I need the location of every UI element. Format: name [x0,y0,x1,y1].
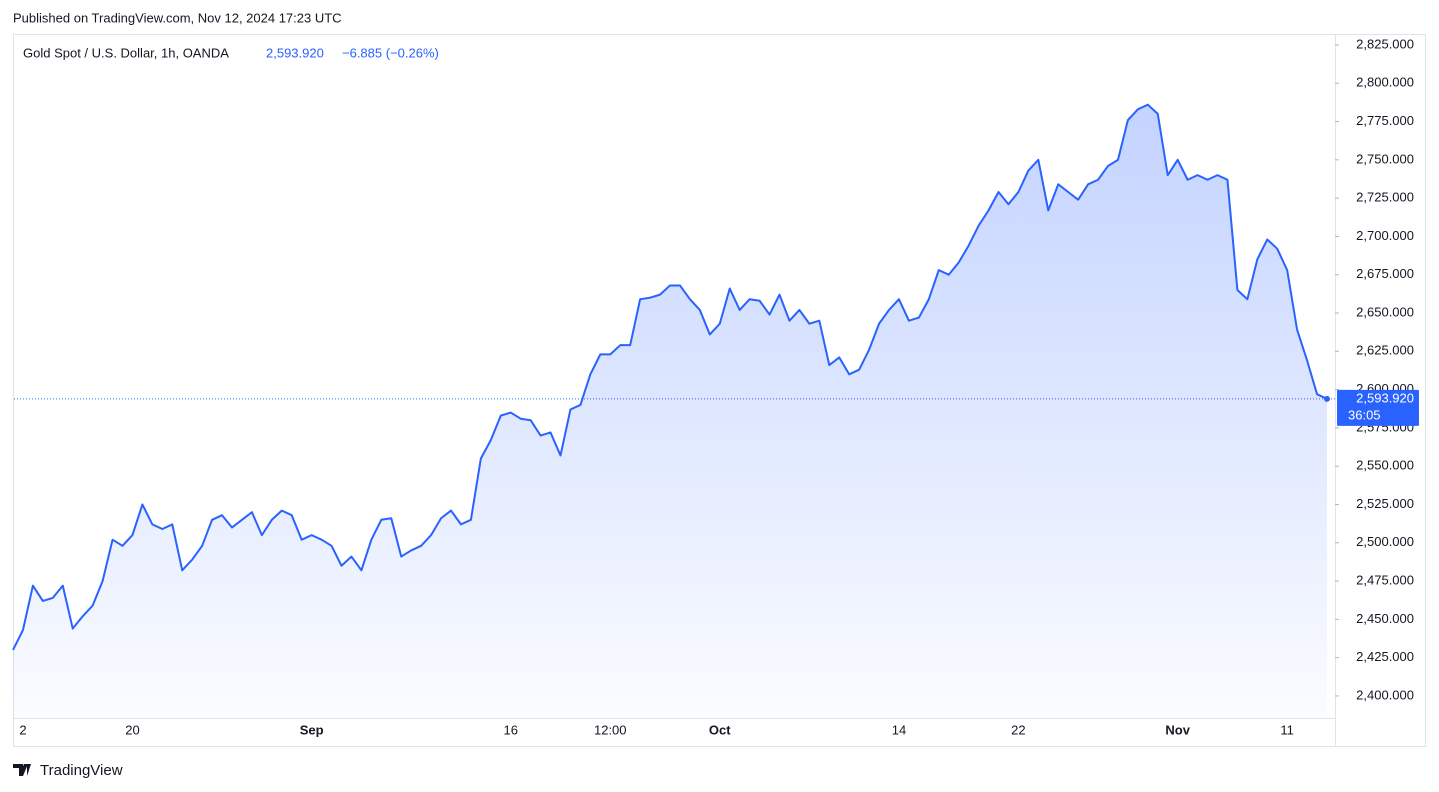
y-tick-label: 2,525.000 [1356,496,1414,511]
y-tick-label: 2,550.000 [1356,458,1414,473]
published-note: Published on TradingView.com, Nov 12, 20… [13,10,342,25]
y-tick-label: 2,425.000 [1356,649,1414,664]
x-tick-label: Oct [709,722,731,737]
last-price-header: 2,593.920 [266,45,324,60]
chart-title: Gold Spot / U.S. Dollar, 1h, OANDA [23,45,229,60]
last-point [1324,395,1330,402]
y-tick-label: 2,750.000 [1356,151,1414,166]
chart-frame [13,34,1426,747]
brand: TradingView [13,762,123,779]
price-line [12,103,1328,651]
y-tick-label: 2,675.000 [1356,266,1414,281]
y-tick-label: 2,825.000 [1356,36,1414,51]
plot [12,103,1328,718]
price-tag-label: 2,593.920 [1356,390,1414,405]
price-tag [1337,389,1419,426]
brand-logo [13,764,31,776]
x-tick-label: 11 [1280,722,1294,737]
x-tick-label: 22 [1011,722,1025,737]
x-tick-label: 20 [125,722,139,737]
x-tick-label: Sep [300,722,324,737]
y-tick-label: 2,650.000 [1356,304,1414,319]
y-tick-label: 2,475.000 [1356,573,1414,588]
y-tick-label: 2,700.000 [1356,228,1414,243]
x-tick-label: 2 [19,722,26,737]
area-fill [13,104,1327,718]
y-tick-label: 2,775.000 [1356,113,1414,128]
y-tick-label: 2,625.000 [1356,343,1414,358]
y-tick-label: 2,450.000 [1356,611,1414,626]
y-tick-label: 2,800.000 [1356,75,1414,90]
x-tick-label: Nov [1165,722,1190,737]
brand-name: TradingView [40,762,123,779]
countdown: 36:05 [1348,407,1381,422]
y-tick-label: 2,500.000 [1356,534,1414,549]
x-tick-label: 12:00 [594,722,627,737]
y-tick-label: 2,400.000 [1356,687,1414,702]
x-tick-label: 14 [892,722,906,737]
x-tick-label: 16 [503,722,517,737]
y-tick-label: 2,725.000 [1356,190,1414,205]
change-header: −6.885 (−0.26%) [342,45,439,60]
